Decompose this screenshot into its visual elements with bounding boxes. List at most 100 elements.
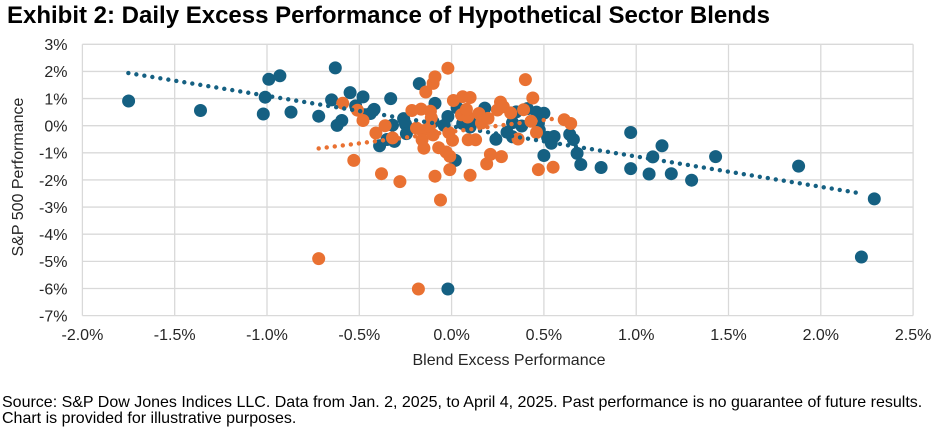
data-point-blend-series-teal [867, 192, 881, 206]
data-point-blend-series-orange [375, 167, 388, 181]
data-point-blend-series-orange [511, 132, 525, 146]
data-point-blend-series-teal [273, 69, 287, 83]
data-point-blend-series-teal [854, 250, 868, 264]
data-point-blend-series-teal [655, 139, 669, 153]
data-point-blend-series-orange [441, 61, 455, 75]
data-point-blend-series-orange [463, 168, 477, 182]
data-point-blend-series-teal [642, 167, 656, 181]
x-tick-label: 0.0% [433, 327, 469, 344]
data-point-blend-series-orange [504, 106, 518, 120]
y-tick-label: -1% [39, 146, 67, 163]
data-point-blend-series-teal [709, 150, 723, 164]
data-point-blend-series-orange [424, 111, 438, 125]
data-point-blend-series-teal [624, 126, 638, 139]
data-point-blend-series-teal [624, 162, 638, 176]
source-note-line-1: Source: S&P Dow Jones Indices LLC. Data … [2, 394, 923, 411]
trendlines [126, 70, 866, 196]
data-point-blend-series-orange [336, 96, 350, 110]
data-point-blend-series-orange [428, 169, 442, 183]
y-tick-label: 0% [44, 118, 67, 135]
data-point-blend-series-orange [463, 91, 477, 104]
data-point-blend-series-teal [685, 173, 699, 187]
data-point-blend-series-orange [518, 73, 532, 87]
data-point-blend-series-orange [469, 133, 483, 147]
data-point-blend-series-teal [570, 146, 584, 160]
data-point-blend-series-orange [351, 103, 364, 117]
data-point-blend-series-teal [574, 158, 588, 171]
data-point-blend-series-orange [530, 126, 543, 139]
y-tick-label: 3% [44, 37, 67, 54]
orange-trendline [316, 116, 560, 151]
data-point-blend-series-orange [481, 111, 495, 125]
data-point-blend-series-teal [325, 93, 339, 107]
data-point-blend-series-orange [494, 150, 508, 164]
data-point-blend-series-orange [411, 282, 425, 296]
data-point-blend-series-teal [256, 107, 270, 121]
data-point-blend-series-orange [369, 126, 383, 140]
data-point-blend-series-orange [417, 141, 431, 155]
data-point-blend-series-teal [399, 127, 413, 141]
data-point-blend-series-teal [330, 118, 344, 132]
data-point-blend-series-orange [446, 133, 459, 147]
x-axis-tick-labels: -2.0% -1.5% -1.0% -0.5% 0.0% 0.5% 1.0% 1.5% 2.0%… [62, 327, 932, 344]
y-tick-label: -2% [39, 173, 67, 190]
data-point-blend-series-teal [792, 159, 806, 173]
scatter-points [122, 61, 881, 296]
data-point-blend-series-teal [194, 104, 207, 117]
x-tick-label: 1.5% [710, 327, 746, 344]
source-note: Source: S&P Dow Jones Indices LLC. Data … [2, 394, 923, 428]
data-point-blend-series-orange [419, 85, 433, 99]
y-axis-tick-labels: 3% 2% 1% 0% -1% -2% -3% -4% -5% -6% -7% [39, 37, 67, 325]
chart-title: Exhibit 2: Daily Excess Performance of H… [7, 2, 770, 29]
y-tick-label: -3% [39, 200, 67, 217]
data-point-blend-series-teal [343, 86, 357, 100]
data-point-blend-series-orange [443, 163, 457, 177]
data-point-blend-series-teal [122, 94, 136, 108]
y-tick-label: -4% [39, 227, 67, 244]
data-point-blend-series-teal [312, 109, 326, 123]
data-point-blend-series-orange [434, 193, 447, 207]
data-point-blend-series-orange [428, 70, 442, 84]
data-point-blend-series-orange [356, 114, 370, 127]
data-point-blend-series-orange [393, 175, 407, 189]
data-point-blend-series-teal [384, 92, 398, 106]
data-point-blend-series-orange [443, 149, 457, 163]
x-tick-label: 2.0% [803, 327, 839, 344]
data-point-blend-series-orange [517, 103, 531, 117]
x-tick-label: 0.5% [526, 327, 562, 344]
data-point-blend-series-orange [459, 102, 473, 116]
data-point-blend-series-teal [594, 161, 608, 174]
data-point-blend-series-orange [546, 160, 560, 174]
data-point-blend-series-orange [564, 117, 578, 130]
x-axis-title: Blend Excess Performance [412, 352, 606, 369]
x-tick-label: 2.5% [895, 327, 931, 344]
data-point-blend-series-teal [566, 133, 580, 146]
x-tick-label: -2.0% [62, 327, 104, 344]
data-point-blend-series-orange [526, 91, 540, 105]
data-point-blend-series-orange [378, 119, 392, 133]
data-point-blend-series-teal [328, 61, 342, 75]
x-tick-label: 1.0% [618, 327, 654, 344]
data-point-blend-series-orange [483, 147, 497, 161]
data-point-blend-series-orange [531, 163, 545, 177]
data-point-blend-series-orange [312, 252, 326, 266]
y-tick-label: -6% [39, 281, 67, 298]
y-tick-label: -7% [39, 308, 67, 325]
data-point-blend-series-teal [262, 72, 276, 86]
source-note-line-2: Chart is provided for illustrative purpo… [2, 410, 297, 428]
x-tick-label: -1.5% [154, 327, 196, 344]
y-tick-label: 1% [44, 91, 67, 108]
y-tick-label: 2% [44, 64, 67, 81]
data-point-blend-series-teal [489, 132, 503, 146]
teal-trendline [126, 70, 866, 196]
data-point-blend-series-teal [664, 167, 678, 181]
data-point-blend-series-teal [441, 282, 455, 296]
data-point-blend-series-teal [284, 105, 298, 119]
data-point-blend-series-teal [537, 106, 551, 120]
data-point-blend-series-teal [537, 149, 551, 162]
data-point-blend-series-teal [356, 90, 370, 104]
x-tick-label: -0.5% [338, 327, 380, 344]
data-point-blend-series-orange [347, 153, 361, 167]
